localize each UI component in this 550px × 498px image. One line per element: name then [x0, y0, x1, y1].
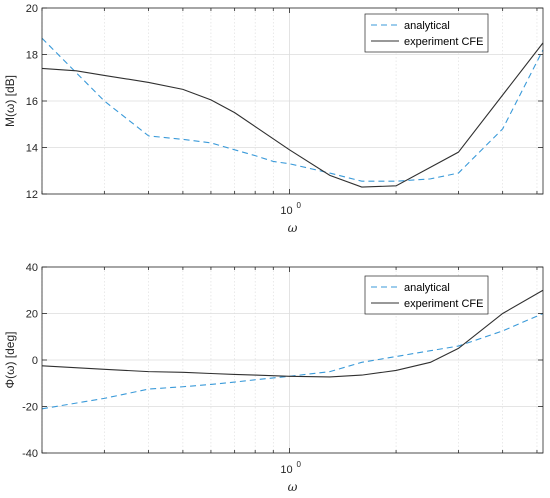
y-tick-label: 12	[26, 189, 38, 201]
x-tick-label: 10	[280, 464, 292, 476]
y-tick-label: 16	[26, 96, 38, 108]
y-tick-label: 14	[26, 143, 38, 155]
legend-label-experiment-cfe: experiment CFE	[404, 298, 483, 310]
x-tick-label-exponent: 0	[296, 460, 301, 469]
legend: analytical experiment CFE	[364, 13, 489, 53]
series-line-analytical	[41, 37, 544, 182]
x-axis-label: ω	[288, 480, 298, 494]
y-tick-label: -20	[22, 402, 38, 414]
y-tick-label: 20	[26, 3, 38, 15]
y-tick-label: -40	[22, 448, 38, 460]
legend-label-experiment-cfe: experiment CFE	[404, 36, 483, 48]
y-tick-label: 18	[26, 50, 38, 62]
y-axis-label: Φ(ω) [deg]	[3, 332, 17, 389]
legend: analytical experiment CFE	[364, 275, 489, 315]
series-line-experiment-cfe	[41, 289, 544, 378]
y-tick-label: 40	[26, 262, 38, 274]
legend-box	[364, 275, 489, 315]
chart-panel-1: 12 14 16 18 20 10 0 ω M(ω) [dB] analytical experim…	[3, 3, 544, 235]
x-tick-label: 10	[280, 205, 292, 217]
y-tick-label: 20	[26, 309, 38, 321]
series-line-analytical	[41, 312, 544, 410]
legend-label-analytical: analytical	[404, 282, 450, 294]
y-axis-label: M(ω) [dB]	[3, 75, 17, 127]
x-axis-label: ω	[288, 221, 298, 235]
legend-label-analytical: analytical	[404, 20, 450, 32]
chart-panel-2: -40 -20 0 20 40 10 0 ω Φ(ω) [deg] analytical exper…	[3, 262, 544, 494]
legend-box	[364, 13, 489, 53]
series-line-experiment-cfe	[41, 42, 544, 188]
x-tick-label-exponent: 0	[296, 201, 301, 210]
y-tick-label: 0	[32, 355, 38, 367]
